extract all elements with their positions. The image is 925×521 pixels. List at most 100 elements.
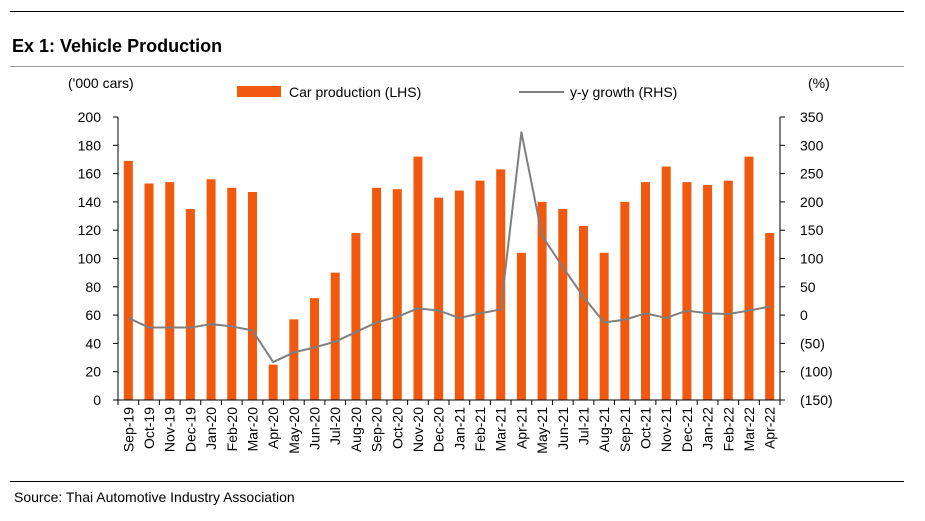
growth-point-Nov-19 — [168, 326, 171, 329]
x-tick-label: Jan-22 — [700, 407, 716, 450]
right-tick-label: 0 — [800, 307, 808, 323]
growth-point-Sep-19 — [127, 317, 130, 319]
bar-Apr-21 — [516, 252, 526, 400]
bar-Nov-19 — [165, 182, 175, 400]
growth-point-Jun-20 — [313, 346, 316, 349]
bar-Dec-19 — [185, 208, 195, 400]
growth-point-Apr-22 — [768, 305, 771, 308]
right-tick-label: 50 — [800, 279, 816, 295]
x-tick-label: Nov-19 — [162, 407, 178, 452]
left-tick-label: 120 — [78, 222, 102, 238]
x-tick-label: Sep-20 — [369, 407, 385, 452]
x-tick-label: Dec-20 — [431, 407, 447, 452]
right-tick-label: (150) — [800, 392, 833, 408]
right-tick-label: (100) — [800, 364, 833, 380]
growth-point-Jul-20 — [334, 340, 337, 343]
left-axis-unit: ('000 cars) — [68, 75, 134, 91]
growth-point-Nov-20 — [417, 307, 419, 310]
left-tick-label: 180 — [78, 137, 102, 153]
left-tick-label: 40 — [85, 335, 101, 351]
legend-bar-swatch — [237, 86, 281, 97]
left-tick-label: 0 — [93, 392, 101, 408]
growth-point-May-21 — [541, 235, 543, 237]
x-tick-label: Oct-21 — [638, 407, 654, 449]
growth-point-Sep-20 — [375, 321, 378, 324]
bar-Oct-20 — [392, 189, 402, 400]
growth-point-Oct-19 — [148, 326, 150, 329]
x-tick-label: Oct-19 — [141, 407, 157, 449]
x-tick-label: Jan-21 — [451, 407, 467, 450]
growth-point-Mar-21 — [499, 308, 502, 311]
right-tick-label: (50) — [800, 335, 825, 351]
right-tick-label: 100 — [800, 251, 824, 267]
bar-series — [123, 156, 775, 401]
bar-Apr-20 — [268, 364, 278, 401]
growth-point-Feb-21 — [479, 312, 481, 315]
growth-point-Jul-21 — [582, 296, 585, 298]
x-tick-label: Aug-20 — [348, 407, 364, 452]
x-tick-label: Oct-20 — [389, 407, 405, 449]
left-tick-label: 20 — [85, 364, 101, 380]
bar-Jul-20 — [330, 272, 340, 400]
left-tick-label: 160 — [78, 166, 102, 182]
growth-point-Jan-20 — [210, 323, 212, 325]
right-tick-label: 200 — [800, 194, 824, 210]
bar-Mar-22 — [744, 156, 754, 400]
growth-point-Dec-19 — [189, 326, 192, 329]
growth-point-Dec-20 — [437, 309, 440, 312]
x-tick-label: Sep-21 — [617, 407, 633, 452]
x-tick-label: Mar-22 — [741, 407, 757, 452]
title-divider — [10, 66, 904, 67]
growth-point-Apr-20 — [272, 361, 274, 363]
x-tick-label: Mar-21 — [493, 407, 509, 452]
left-tick-label: 200 — [78, 109, 102, 125]
x-tick-label: May-20 — [286, 407, 302, 454]
bar-Dec-21 — [682, 182, 692, 400]
x-tick-label: Apr-20 — [265, 407, 281, 449]
right-axis-ticks: (150) (100) (50) 0 50 100 150 200 250 300 350 — [780, 109, 833, 408]
right-tick-label: 150 — [800, 222, 824, 238]
bar-May-20 — [289, 319, 299, 400]
x-tick-label: Jun-20 — [307, 407, 323, 450]
bar-Sep-19 — [123, 160, 133, 400]
growth-point-May-20 — [293, 351, 295, 354]
x-tick-label: Nov-20 — [410, 407, 426, 452]
growth-point-Aug-20 — [355, 331, 357, 333]
x-tick-label: Feb-22 — [720, 407, 736, 452]
bar-Jun-20 — [310, 298, 320, 400]
growth-point-Jan-21 — [458, 317, 461, 319]
x-tick-label: Jul-20 — [327, 407, 343, 445]
growth-point-Apr-21 — [520, 131, 523, 134]
chart-legend: Car production (LHS) y-y growth (RHS) — [237, 84, 677, 100]
growth-point-Oct-21 — [644, 312, 647, 315]
bar-Feb-21 — [475, 180, 485, 400]
x-tick-label: May-21 — [534, 407, 550, 454]
source-note: Source: Thai Automotive Industry Associa… — [14, 489, 295, 505]
page-title: Ex 1: Vehicle Production — [12, 36, 223, 56]
x-tick-label: Jun-21 — [555, 407, 571, 450]
growth-point-Dec-21 — [686, 309, 688, 312]
bottom-rule — [10, 481, 904, 482]
right-tick-label: 350 — [800, 109, 824, 125]
growth-line-series — [127, 131, 771, 364]
bar-Sep-20 — [372, 187, 382, 400]
bar-Sep-21 — [620, 201, 630, 400]
bar-Aug-20 — [351, 233, 361, 400]
growth-point-Sep-21 — [624, 318, 626, 321]
left-tick-label: 100 — [78, 251, 102, 267]
bar-May-21 — [537, 201, 547, 400]
bar-Mar-20 — [247, 192, 257, 400]
x-tick-label: Aug-21 — [596, 407, 612, 452]
bar-Jul-21 — [578, 225, 588, 400]
left-axis-ticks: 0 20 40 60 80 100 120 140 160 180 200 — [78, 109, 118, 408]
growth-line — [127, 131, 770, 364]
growth-point-Aug-21 — [603, 321, 605, 324]
x-tick-label: Apr-22 — [762, 407, 778, 449]
x-tick-label: Apr-21 — [513, 407, 529, 449]
bar-Jan-20 — [206, 179, 216, 400]
x-tick-label: Mar-20 — [244, 407, 260, 452]
bar-Feb-20 — [227, 187, 237, 400]
x-tick-label: Jul-21 — [575, 407, 591, 445]
legend-bar-label: Car production (LHS) — [289, 84, 421, 100]
right-tick-label: 250 — [800, 166, 824, 182]
